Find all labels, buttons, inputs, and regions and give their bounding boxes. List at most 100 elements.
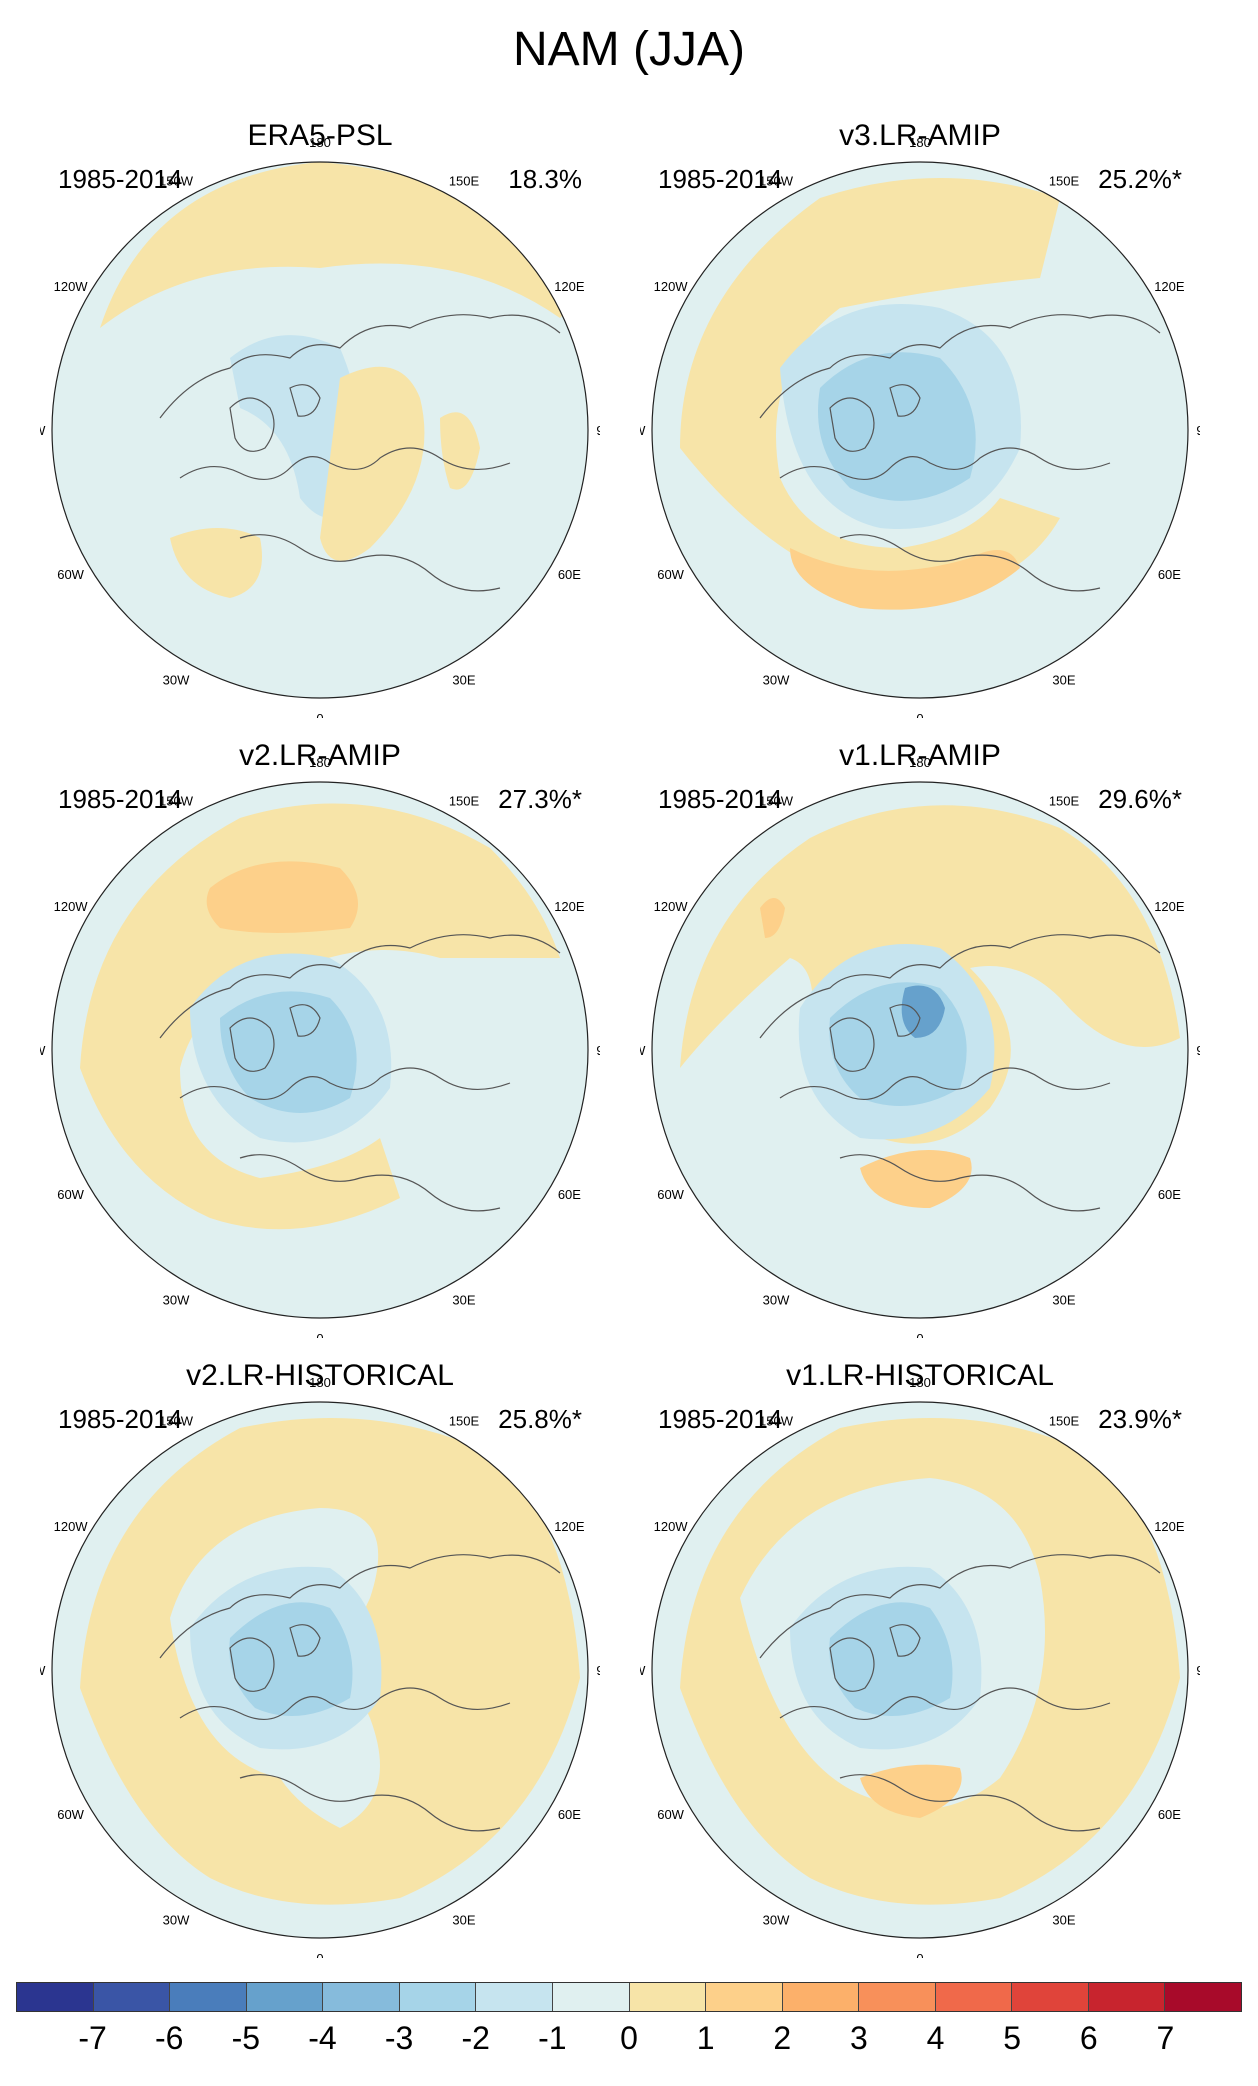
contour-region [440,412,480,490]
longitude-label: 90W [640,1043,646,1058]
map-rim [651,161,1189,699]
coastline [779,447,1111,480]
map-rim [651,781,1189,1319]
longitude-label: 90W [40,423,46,438]
longitude-label: 0 [916,711,923,718]
longitude-label: 150W [759,174,794,189]
panel-period: 1985-2014 [658,164,783,194]
longitude-label: 120W [654,899,689,914]
coastline [239,534,501,592]
colorbar-label: 0 [620,2020,638,2056]
coastline [179,1067,511,1100]
longitude-label: 60E [1158,567,1181,582]
longitude-label: 120E [554,1519,585,1534]
longitude-label: 60E [558,1187,581,1202]
longitude-label: 120E [1154,279,1185,294]
map-panel: 180 150E 120E 90E 60E 30E 0 30W 60W 90W 120W 150W v2… [40,738,600,1338]
colorbar-labels: -7 -6 -5 -4 -3 -2 -1 0 1 2 3 4 5 6 7 [16,2020,1242,2056]
longitude-label: 180 [909,755,931,770]
panel-title: v3.LR-AMIP [839,119,1001,152]
map-panel: 180 150E 120E 90E 60E 30E 0 30W 60W 90W 120W 150W v3… [640,118,1200,718]
colorbar-cell [1012,1983,1089,2011]
polar-map: 180 150E 120E 90E 60E 30E 0 30W 60W 90W 120W 150W [640,1375,1200,1958]
panel-variance: 25.8%* [498,1404,582,1434]
coastline [829,1637,875,1692]
polar-map: 180 150E 120E 90E 60E 30E 0 30W 60W 90W 120W 150W [640,755,1200,1338]
contour-region [818,352,976,501]
coastline [179,1687,511,1720]
longitude-label: 60W [657,567,684,582]
figure-title: NAM (JJA) [513,23,745,76]
map-panel: 180 150E 120E 90E 60E 30E 0 30W 60W 90W 120W 150W v1… [640,738,1200,1338]
longitude-label: 150E [1049,174,1080,189]
longitude-label: 30E [452,1292,475,1307]
longitude-label: 180 [309,1375,331,1390]
longitude-label: 90W [40,1663,46,1678]
longitude-label: 120E [554,279,585,294]
colorbar-label: 4 [926,2020,945,2056]
longitude-label: 180 [309,755,331,770]
colorbar-label: -1 [538,2020,567,2056]
colorbar-label: 2 [773,2020,792,2056]
longitude-label: 60W [57,1807,84,1822]
longitude-label: 0 [916,1331,923,1338]
coastline [829,397,875,452]
colorbar-cell [17,1983,94,2011]
panel-period: 1985-2014 [658,1404,783,1434]
coastline [239,1154,501,1212]
longitude-label: 0 [316,1331,323,1338]
longitude-label: 60W [657,1807,684,1822]
longitude-label: 30E [1052,672,1075,687]
longitude-label: 120W [54,1519,89,1534]
contour-region [860,1764,962,1818]
map-rim [51,161,589,699]
contour-region [760,898,785,938]
longitude-label: 150W [159,174,194,189]
longitude-label: 90E [596,1043,600,1058]
longitude-label: 180 [909,1375,931,1390]
coastline [159,1554,561,1659]
longitude-label: 0 [316,711,323,718]
colorbar-label: -7 [78,2020,107,2056]
coastline [239,1774,501,1832]
panel-variance: 18.3% [508,164,582,194]
longitude-label: 90E [1196,1663,1200,1678]
colorbar-cell [399,1983,477,2011]
panel-title: ERA5-PSL [247,119,393,152]
longitude-label: 150E [449,1414,480,1429]
coastline [229,1017,275,1072]
longitude-label: 30W [163,672,190,687]
coastline [839,1774,1101,1832]
colorbar-label: -5 [231,2020,261,2056]
coastline [289,1624,321,1657]
colorbar-label: -4 [308,2020,337,2056]
longitude-label: 120E [554,899,585,914]
longitude-label: 30W [763,1912,790,1927]
longitude-label: 120W [654,279,689,294]
longitude-label: 90E [1196,1043,1200,1058]
colorbar-cell [93,1983,171,2011]
contour-region [206,861,358,933]
panel-title: v2.LR-AMIP [239,739,401,772]
contour-region [100,162,580,328]
longitude-label: 30E [1052,1292,1075,1307]
longitude-label: 0 [916,1951,923,1958]
colorbar-cell [782,1983,860,2011]
longitude-label: 150W [159,1414,194,1429]
coastline [889,1624,921,1657]
map-panel: 180 150E 120E 90E 60E 30E 0 30W 60W 90W 120W 150W ER… [40,118,600,718]
contour-region [80,803,560,1230]
polar-map: 180 150E 120E 90E 60E 30E 0 30W 60W 90W 120W 150W [640,135,1200,718]
longitude-label: 90E [1196,423,1200,438]
contour-region [860,1150,972,1208]
colorbar-label: -3 [384,2020,414,2056]
coastline [759,934,1161,1039]
coastline [889,1004,921,1037]
longitude-label: 90E [596,1663,600,1678]
longitude-label: 60E [558,567,581,582]
colorbar: -7 -6 -5 -4 -3 -2 -1 0 1 2 3 4 5 6 7 [16,1982,1242,2056]
colorbar-cell [1165,1983,1241,2011]
colorbar-label: 5 [1003,2020,1022,2056]
longitude-label: 150E [1049,794,1080,809]
map-panel: 180 150E 120E 90E 60E 30E 0 30W 60W 90W 120W 150W v1… [640,1358,1200,1958]
